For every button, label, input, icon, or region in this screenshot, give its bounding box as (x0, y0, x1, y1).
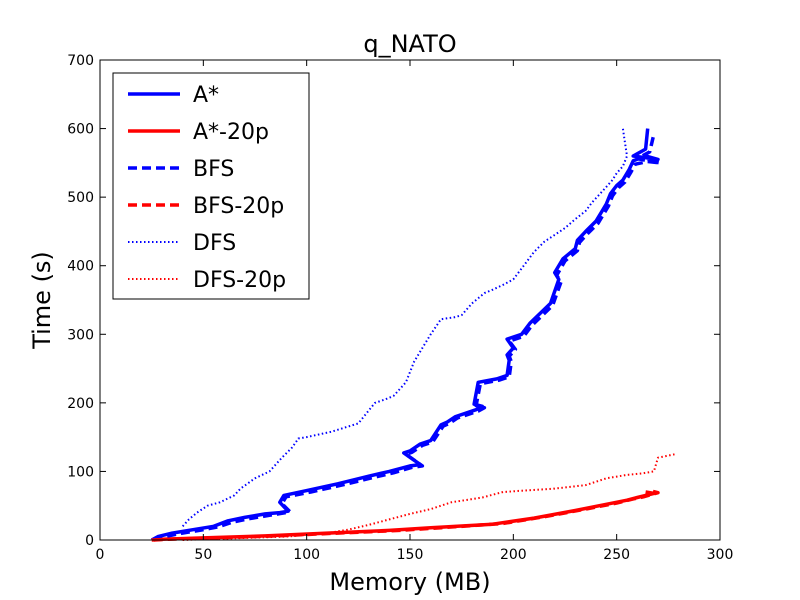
y-axis-label: Time (s) (28, 251, 56, 350)
legend-label: A*-20p (193, 120, 269, 145)
legend-label: BFS-20p (193, 194, 284, 219)
legend-label: DFS-20p (193, 268, 286, 293)
y-tick-label: 100 (67, 464, 94, 480)
x-tick-label: 100 (293, 547, 320, 563)
x-tick-label: 150 (397, 547, 424, 563)
x-tick-label: 300 (707, 547, 734, 563)
y-tick-label: 200 (67, 396, 94, 412)
chart-title: q_NATO (363, 30, 456, 58)
series-line-bfs (153, 133, 662, 542)
legend-frame (112, 72, 310, 300)
legend-label: BFS (193, 157, 234, 182)
series-line-dfs-20p (182, 453, 675, 541)
y-tick-label: 700 (67, 53, 94, 69)
legend: A* A*-20p BFS BFS-20p DFS DFS-20p (112, 72, 310, 300)
y-tick-label: 400 (67, 259, 94, 275)
plot-area (150, 128, 675, 542)
x-tick-label: 0 (96, 547, 105, 563)
y-tick-label: 0 (85, 533, 94, 549)
legend-label: DFS (193, 231, 236, 256)
x-tick-label: 200 (500, 547, 527, 563)
x-tick-label: 50 (194, 547, 212, 563)
y-tick-label: 300 (67, 327, 94, 343)
x-axis: 0 50 100 150 200 250 300 (96, 60, 734, 563)
legend-label: A* (193, 83, 219, 108)
x-tick-label: 250 (603, 547, 630, 563)
x-axis-label: Memory (MB) (329, 568, 490, 596)
y-tick-label: 500 (67, 190, 94, 206)
y-axis: 0 100 200 300 400 500 600 700 (67, 53, 720, 549)
y-tick-label: 600 (67, 122, 94, 138)
